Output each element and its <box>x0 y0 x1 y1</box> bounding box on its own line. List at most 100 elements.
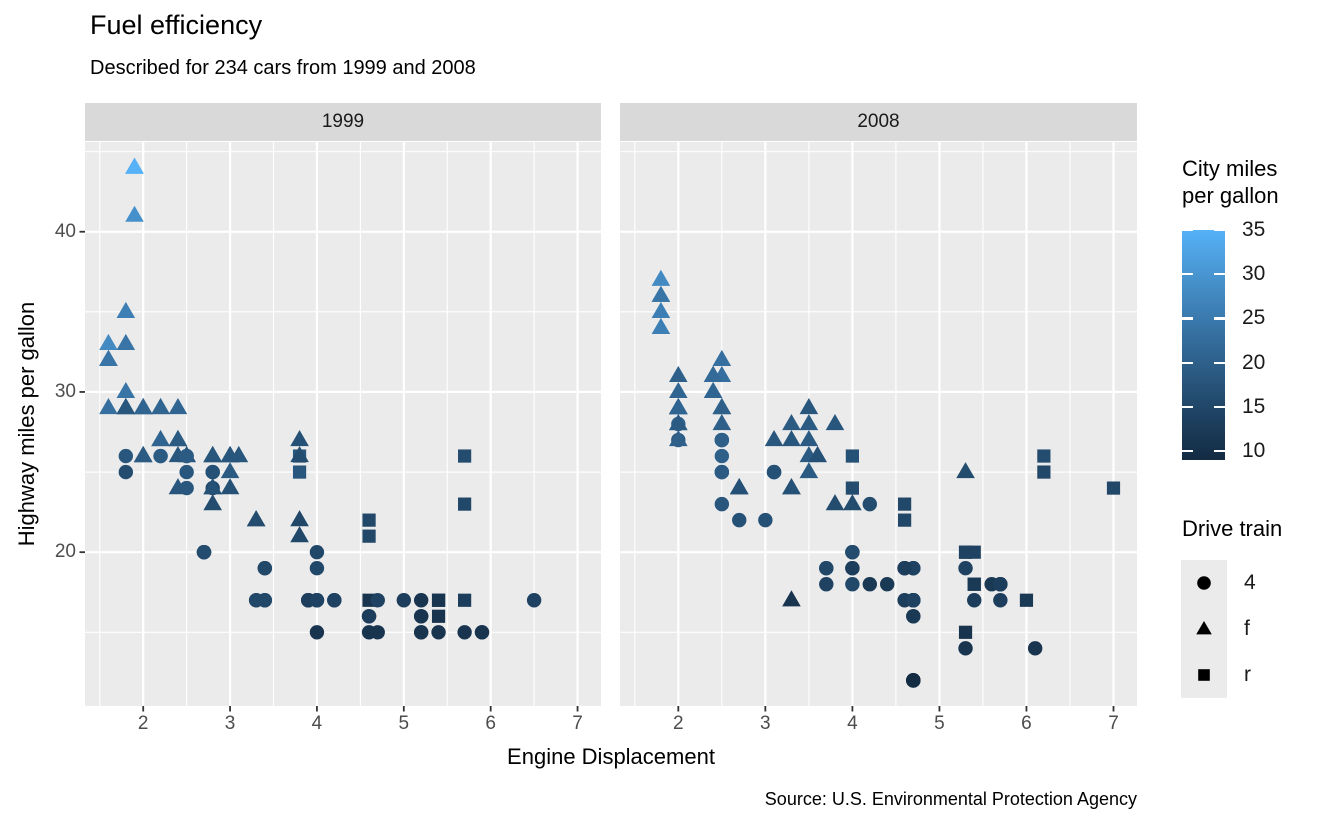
facet-strip-label: 2008 <box>857 111 900 132</box>
data-point <box>766 464 782 480</box>
data-point <box>669 414 688 431</box>
data-point <box>361 609 377 624</box>
legend-item-drive-r: r <box>1181 652 1251 698</box>
data-point <box>413 593 429 608</box>
data-point <box>898 513 912 527</box>
data-point <box>370 593 385 608</box>
data-point <box>116 333 136 350</box>
data-point <box>967 577 981 591</box>
x-tick-label: 7 <box>572 713 583 734</box>
data-point <box>782 414 801 431</box>
data-point <box>168 430 188 447</box>
data-point <box>1037 449 1051 463</box>
data-point <box>431 625 446 640</box>
data-point <box>116 381 136 399</box>
data-point <box>956 462 975 479</box>
data-point <box>413 609 429 624</box>
colorbar-tick-mark <box>1182 317 1193 320</box>
data-point <box>845 577 860 592</box>
data-point <box>669 397 688 415</box>
colorbar-tick-mark <box>1182 405 1193 408</box>
x-tick-label: 3 <box>760 713 771 734</box>
data-point <box>203 446 222 463</box>
data-point <box>203 478 222 495</box>
x-tick-label: 5 <box>934 713 945 734</box>
data-point <box>845 481 859 495</box>
data-point <box>897 561 912 576</box>
colorbar-tick-mark <box>1214 273 1225 276</box>
colorbar-tick-label: 10 <box>1242 439 1266 463</box>
triangle-symbol-icon <box>1196 621 1212 635</box>
data-point <box>168 397 188 415</box>
data-point <box>133 446 153 463</box>
colorbar-tick-mark <box>1182 273 1193 276</box>
data-point <box>651 301 671 318</box>
data-point <box>370 625 385 640</box>
colorbar-tick-mark <box>1214 317 1225 320</box>
data-point <box>118 448 134 464</box>
data-point <box>457 625 472 640</box>
data-point <box>125 205 144 222</box>
x-tick-label: 6 <box>485 713 496 734</box>
data-point <box>257 561 273 576</box>
data-point <box>782 590 801 607</box>
y-tick-label: 30 <box>54 380 76 402</box>
data-point <box>906 593 921 608</box>
data-point <box>153 448 168 464</box>
data-point <box>431 593 446 607</box>
x-tick-label: 2 <box>137 713 149 734</box>
legend-key-box <box>1181 606 1227 652</box>
data-point <box>906 609 921 624</box>
data-point <box>309 625 325 640</box>
data-point <box>205 464 220 480</box>
data-point <box>808 446 827 463</box>
data-point <box>764 430 784 447</box>
data-point <box>993 577 1008 592</box>
data-point <box>1027 641 1043 656</box>
data-point <box>99 333 118 350</box>
x-axis-title: Engine Displacement <box>507 744 715 769</box>
legend-item-drive-4: 4 <box>1181 560 1256 606</box>
data-point <box>898 497 912 511</box>
colorbar-tick-mark <box>1182 228 1193 232</box>
data-point <box>714 448 730 464</box>
data-point <box>116 397 136 415</box>
data-point <box>151 430 170 447</box>
data-point <box>431 609 446 623</box>
data-point <box>782 430 801 447</box>
data-point <box>758 512 773 528</box>
data-point <box>799 397 819 415</box>
x-tick-label: 2 <box>673 713 684 734</box>
data-point <box>474 625 490 640</box>
x-tick-label: 7 <box>1108 713 1119 734</box>
data-point <box>714 464 730 480</box>
data-point <box>819 561 834 576</box>
data-point <box>799 430 819 447</box>
legend-item-label: f <box>1244 617 1250 640</box>
data-point <box>651 269 671 286</box>
data-point <box>703 381 723 399</box>
data-point <box>799 462 819 479</box>
facet-strip-2008: 2008 <box>620 103 1137 141</box>
legend-key-box <box>1181 652 1227 698</box>
data-point <box>712 414 732 431</box>
data-point <box>993 593 1008 608</box>
data-point <box>703 365 723 383</box>
color-gradient-bar <box>1182 230 1225 460</box>
legend-item-label: r <box>1244 663 1251 686</box>
data-point <box>220 462 240 479</box>
data-point <box>133 397 153 415</box>
data-point <box>151 397 170 415</box>
data-point <box>843 494 862 511</box>
colorbar-tick-label: 15 <box>1242 394 1266 418</box>
data-point <box>729 478 749 495</box>
data-point <box>825 414 845 431</box>
colorbar-tick-mark <box>1182 450 1193 453</box>
source-caption: Source: U.S. Environmental Protection Ag… <box>764 789 1137 809</box>
data-point <box>292 465 307 479</box>
data-point <box>246 510 266 527</box>
data-point <box>118 464 134 480</box>
data-point <box>669 381 688 399</box>
x-tick-label: 4 <box>847 713 858 734</box>
